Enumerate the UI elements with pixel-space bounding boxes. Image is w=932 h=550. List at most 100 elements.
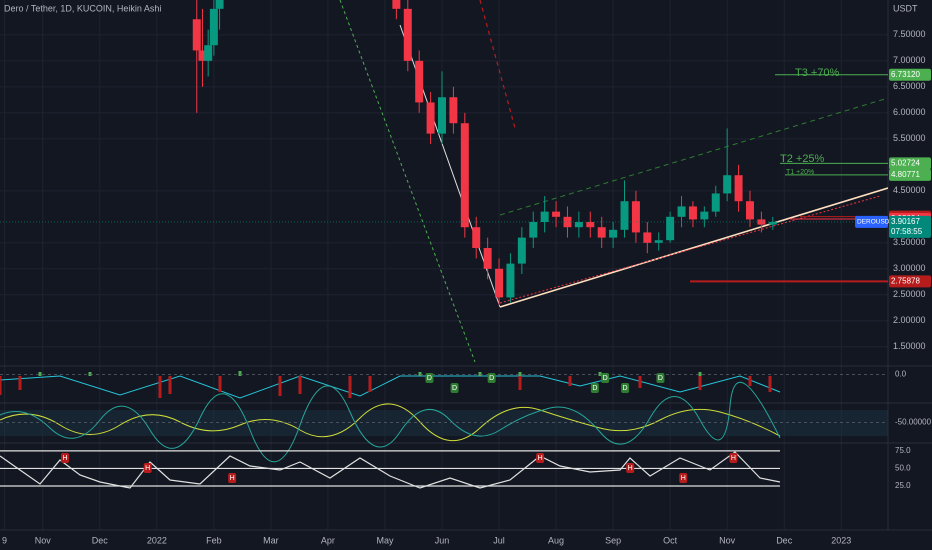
marker-box (679, 473, 688, 483)
y-tick-label: 0.0 (895, 369, 907, 378)
candle-body (426, 102, 435, 134)
levels: 6.731205.027244.807714.002773.958942.758… (0, 68, 931, 288)
candle-body (631, 201, 640, 233)
candle-body (209, 8, 218, 46)
y-tick-label: 7.00000 (893, 55, 926, 65)
y-tick-label: 3.50000 (893, 237, 926, 247)
candle-body (666, 216, 675, 241)
candle-body (711, 193, 720, 212)
marker-box (536, 453, 545, 463)
marker-box (656, 373, 665, 383)
x-tick-label: Jun (435, 535, 450, 545)
x-tick-label: 9 (2, 535, 7, 545)
candle-body (495, 268, 504, 298)
candles (192, 0, 777, 306)
x-tick-label: Feb (206, 535, 222, 545)
candle-body (460, 123, 469, 228)
candle-body (204, 45, 213, 61)
candle-body (757, 219, 766, 225)
y-tick-label: 6.50000 (893, 81, 926, 91)
marker-label: H (62, 455, 67, 462)
x-tick-label: Oct (663, 535, 678, 545)
y-tick-label: 5.50000 (893, 133, 926, 143)
indicator-line (0, 403, 781, 442)
candle-body (215, 0, 224, 9)
marker-label: D (452, 385, 457, 392)
candle-body (597, 227, 606, 238)
marker-box (425, 373, 434, 383)
y-tick-label: 75.0 (895, 446, 911, 455)
marker-box (487, 373, 496, 383)
marker-label: H (681, 475, 686, 482)
marker-box (61, 453, 70, 463)
x-tick-label: Dec (776, 535, 793, 545)
marker-label: D (592, 385, 597, 392)
marker-label: H (628, 465, 633, 472)
y-tick-label: 2.00000 (893, 315, 926, 325)
price-label: 3.90167 (891, 217, 920, 226)
candle-body (723, 175, 732, 194)
support-line (499, 195, 881, 304)
x-tick-label: Nov (719, 535, 736, 545)
y-tick-label: 7.50000 (893, 29, 926, 39)
price-label: 5.02724 (891, 159, 920, 168)
marker-box (626, 463, 635, 473)
annotation: T1 +20% (786, 169, 814, 176)
x-tick-label: Dec (92, 535, 109, 545)
candle-body (654, 240, 663, 243)
symbol-box (855, 215, 888, 228)
candle-body (552, 211, 561, 217)
y-tick-label: -50.00000 (895, 418, 932, 427)
candle-body (643, 232, 652, 243)
trend-line (339, 0, 476, 363)
support-line (499, 187, 888, 308)
indicator-line (0, 451, 781, 489)
y-tick-label: 1.50000 (893, 341, 926, 351)
y-tick-label: 2.50000 (893, 289, 926, 299)
marker-label: H (538, 455, 543, 462)
marker-label: H (731, 455, 736, 462)
candle-body (609, 229, 618, 238)
x-tick-label: Aug (548, 535, 564, 545)
price-label: 4.80771 (891, 170, 920, 179)
marker-label: D (623, 385, 628, 392)
marker-box (621, 383, 630, 393)
candle-body (198, 50, 207, 61)
x-tick-label: Jul (493, 535, 505, 545)
candle-body (517, 237, 526, 264)
price-label-box (889, 68, 931, 81)
x-tick-label: May (376, 535, 394, 545)
y-tick-label: 25.0 (895, 481, 911, 490)
candle-body (745, 201, 754, 220)
price-label: 6.73120 (891, 70, 920, 79)
marker-box (601, 373, 610, 383)
indicator-line (0, 381, 781, 463)
y-tick-label: 6.00000 (893, 107, 926, 117)
candle-body (688, 206, 697, 220)
trend-line (479, 0, 516, 129)
candle-body (529, 222, 538, 238)
marker-box (228, 473, 237, 483)
x-tick-label: Sep (605, 535, 621, 545)
x-tick-label: 2022 (147, 535, 167, 545)
price-label-box (889, 215, 931, 238)
marker-label: D (658, 375, 663, 382)
x-tick-label: Apr (321, 535, 335, 545)
marker-label: H (145, 465, 150, 472)
candle-body (768, 222, 777, 225)
annotation: T2 +25% (780, 153, 825, 165)
price-label-box (889, 157, 931, 170)
annotation: T3 +70% (795, 67, 840, 79)
currency-label: USDT (893, 3, 918, 13)
x-tick-label: 2023 (831, 535, 851, 545)
y-tick-label: 50.0 (895, 464, 911, 473)
candle-body (677, 206, 686, 217)
marker-label: D (489, 375, 494, 382)
candle-body (506, 263, 515, 298)
grid (0, 0, 888, 530)
candle-body (700, 211, 709, 220)
candle-body (449, 97, 458, 124)
